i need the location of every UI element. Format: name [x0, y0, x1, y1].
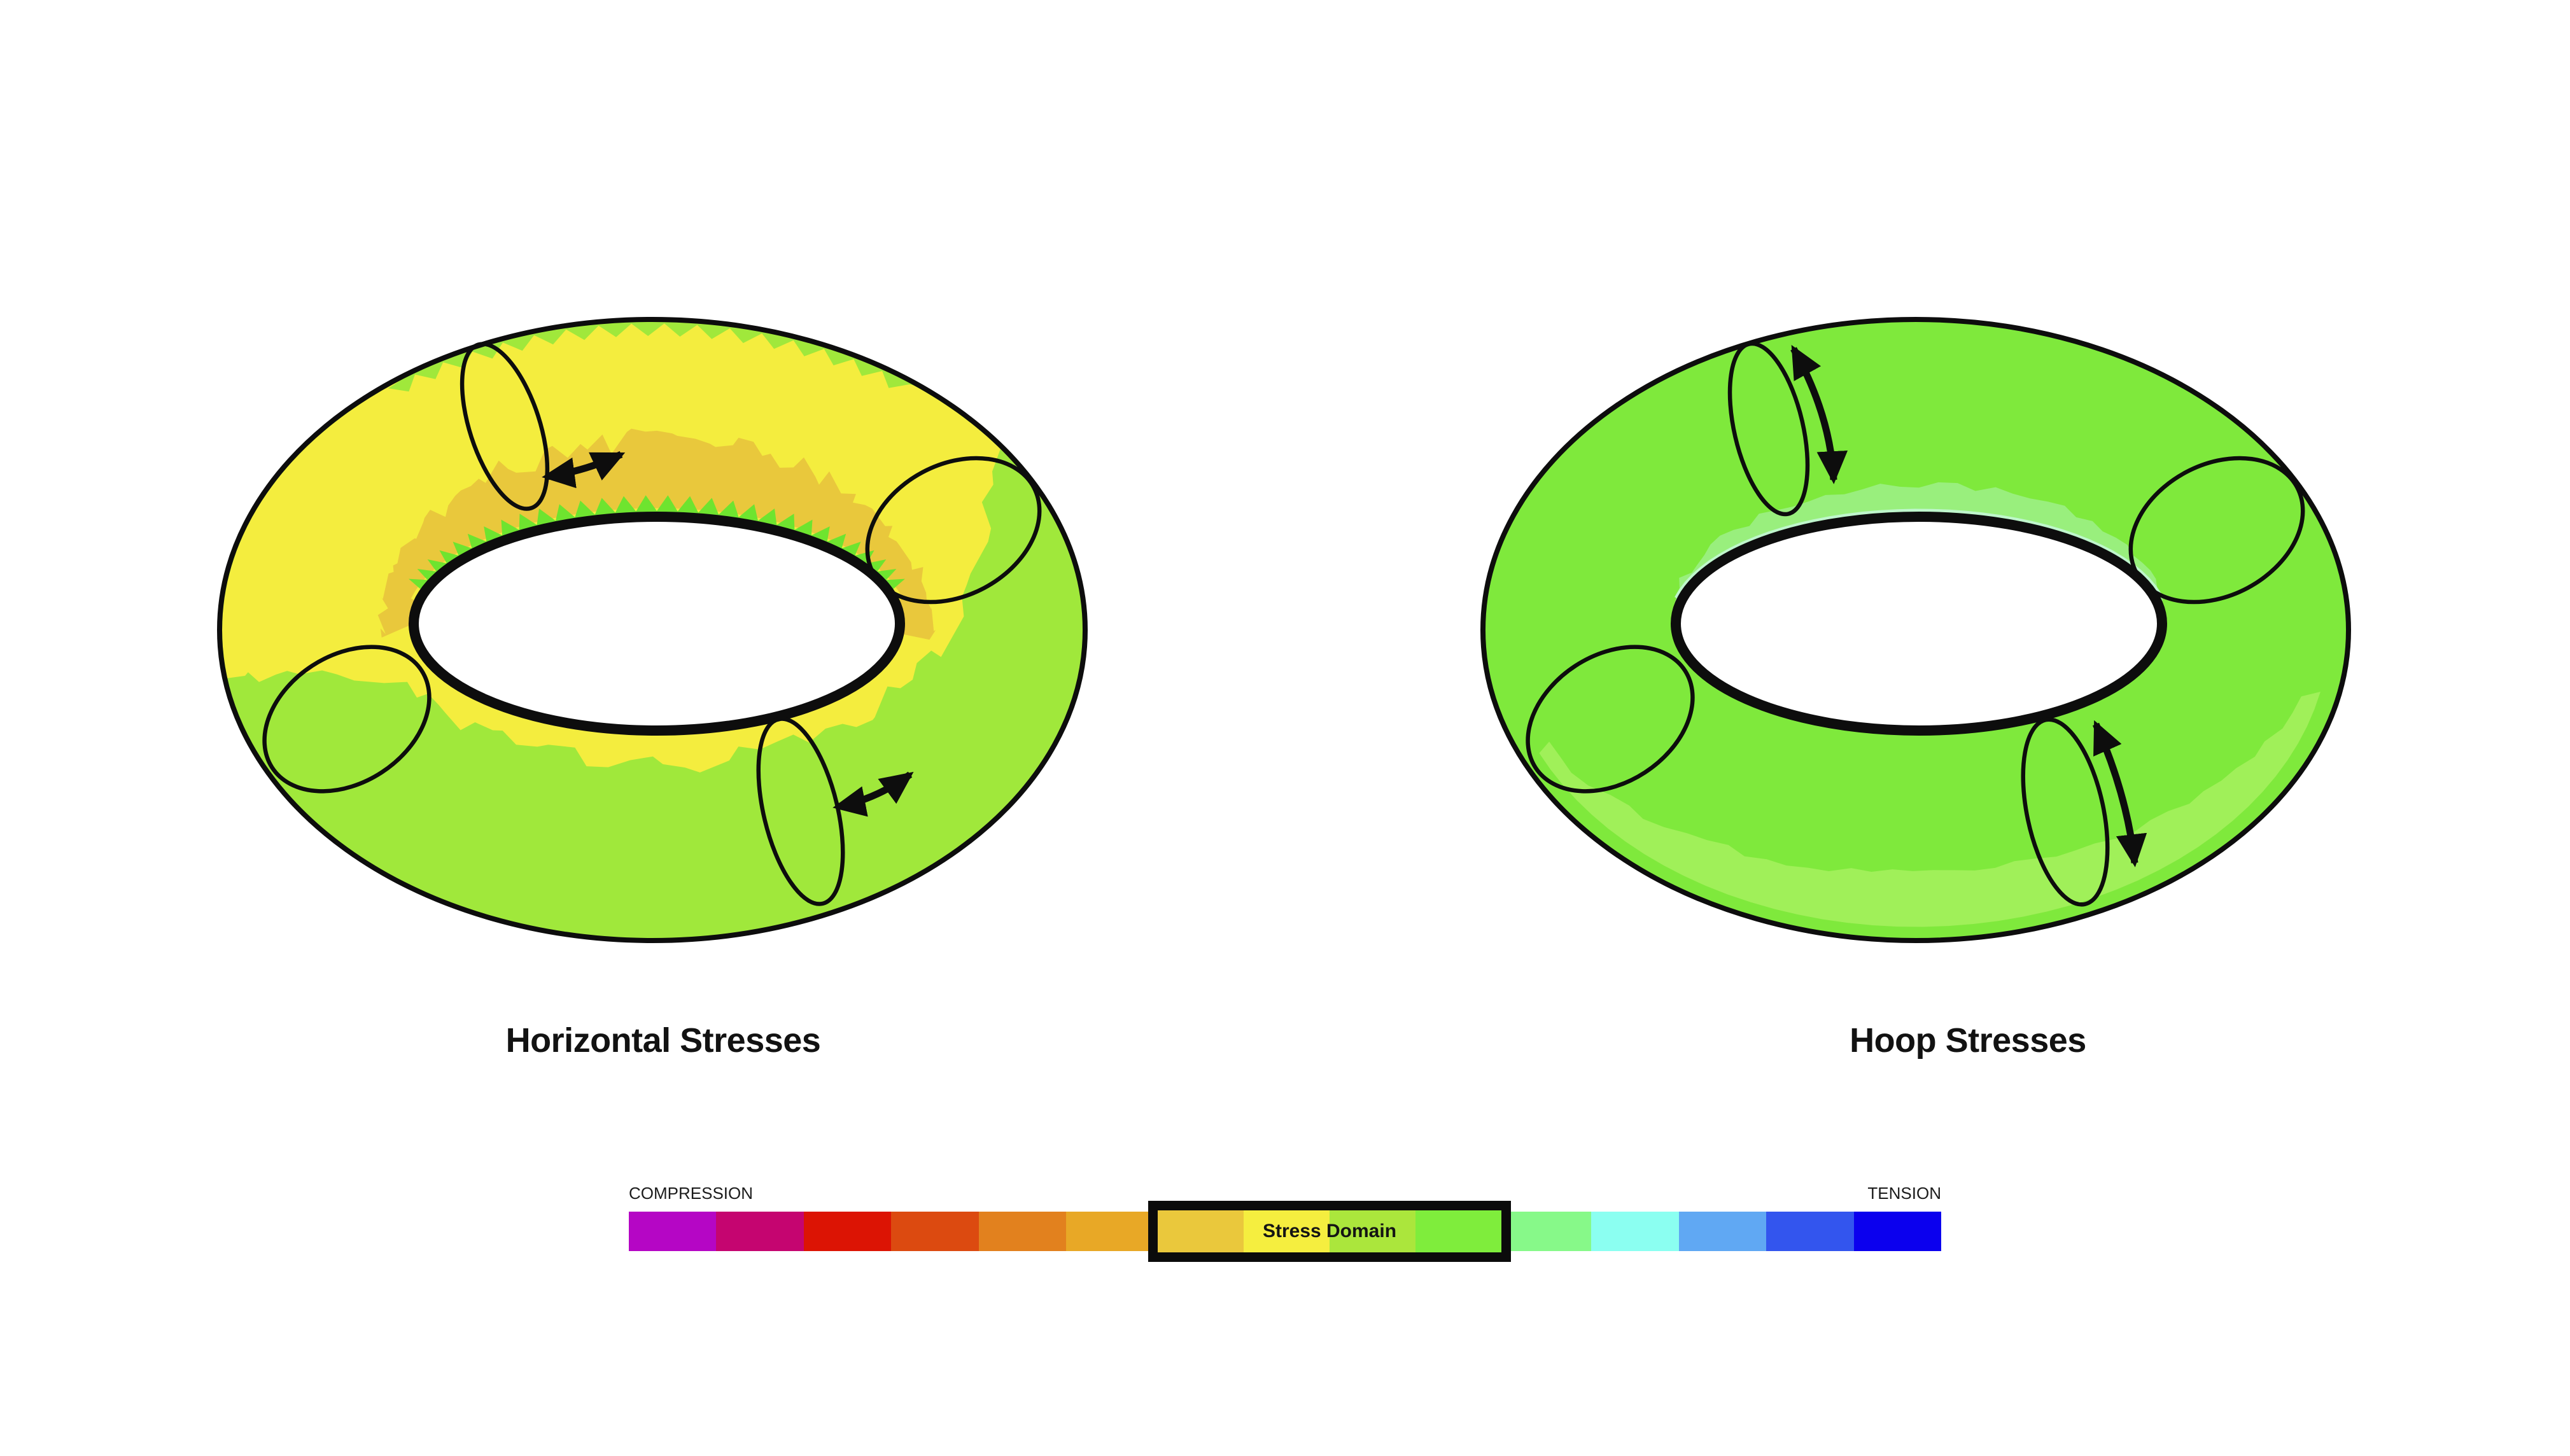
stress-direction-ring [1526, 645, 1695, 794]
double-arrow-icon [2092, 720, 2147, 867]
legend-segment [1503, 1212, 1592, 1251]
legend-segment [891, 1212, 979, 1251]
torus-hole [1671, 512, 2167, 736]
stress-domain-swatches [1158, 1210, 1501, 1252]
torus-outline [1480, 317, 2351, 943]
torus-hole [409, 512, 905, 736]
legend-segment [1766, 1212, 1854, 1251]
right-torus-diagram [1480, 317, 2351, 943]
compression-label: COMPRESSION [629, 1184, 754, 1203]
legend-segment [716, 1212, 804, 1251]
hole-rim-band [1674, 482, 2164, 605]
stress-direction-ring [865, 456, 1042, 605]
outer-edge-fringe [388, 321, 918, 392]
legend-segment [1678, 1212, 1767, 1251]
stress-domain-segment [1415, 1210, 1501, 1252]
hoop-stress-highlight-band [1539, 692, 2321, 927]
legend-segment [978, 1212, 1067, 1251]
stress-direction-ring [2128, 456, 2305, 605]
double-arrow-icon [1790, 345, 1848, 484]
tension-label: TENSION [1867, 1184, 1941, 1203]
left-torus-title: Horizontal Stresses [505, 1021, 821, 1060]
legend-segment [1591, 1212, 1679, 1251]
legend-segment [803, 1212, 892, 1251]
stress-domain-segment [1244, 1210, 1330, 1252]
inner-collar-region [377, 428, 936, 640]
torus-outline [217, 317, 1088, 943]
legend-segment [629, 1212, 717, 1251]
right-torus-title: Hoop Stresses [1850, 1021, 2086, 1060]
stress-domain-segment [1158, 1210, 1244, 1252]
stress-domain-label: Stress Domain [1262, 1221, 1397, 1242]
stress-direction-ring [262, 645, 432, 794]
stress-domain-segment [1330, 1210, 1415, 1252]
legend-segment [1066, 1212, 1154, 1251]
double-arrow-icon [832, 771, 914, 817]
left-torus-diagram [217, 317, 1088, 943]
legend-segment [1853, 1212, 1942, 1251]
double-arrow-icon [542, 451, 626, 489]
stress-domain-box: Stress Domain [1148, 1201, 1511, 1262]
stress-direction-ring [460, 342, 550, 511]
